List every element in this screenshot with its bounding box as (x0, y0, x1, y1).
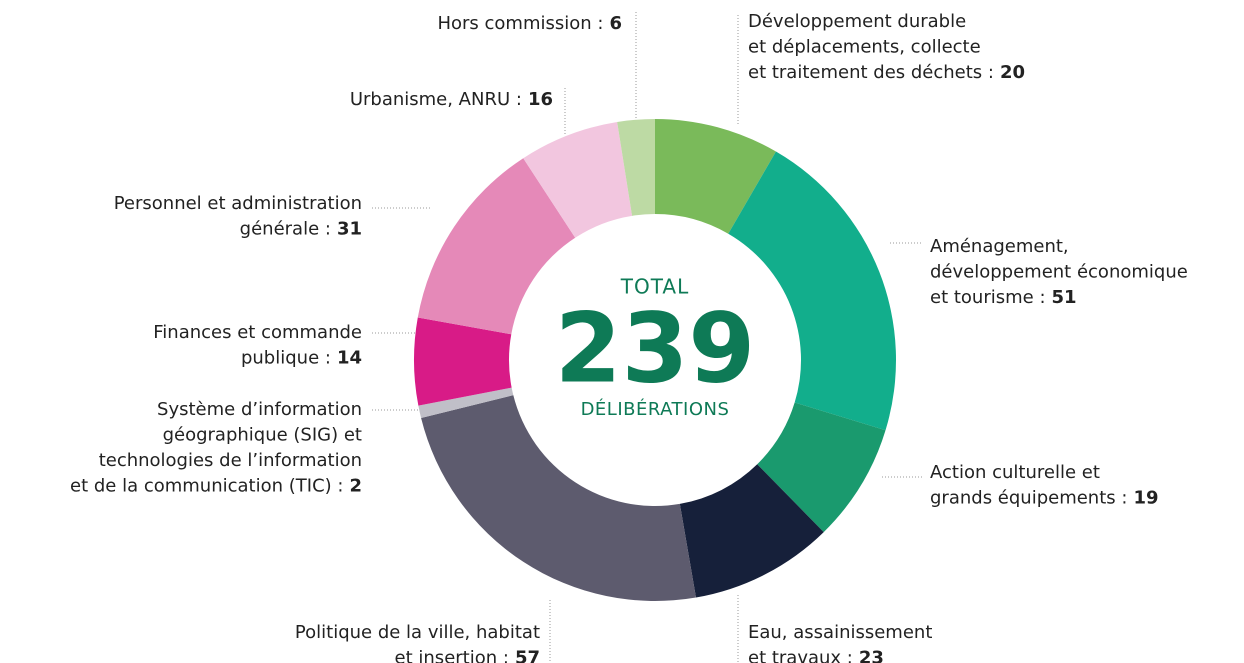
value-label: 20 (1000, 62, 1025, 83)
category-label: Action culturelle et (930, 462, 1100, 483)
category-text: Action culturelle et (930, 462, 1100, 483)
category-label: et déplacements, collecte (748, 37, 981, 58)
category-text: Personnel et administration (114, 193, 362, 214)
category-text: Système d’information (157, 399, 362, 420)
category-label: Système d’information (157, 399, 362, 420)
category-label: Développement durable (748, 11, 966, 32)
wedge (728, 151, 896, 431)
category-label: publique : 14 (241, 348, 362, 369)
category-text: grands équipements : (930, 488, 1127, 509)
value-label: 16 (528, 89, 553, 110)
category-text: Développement durable (748, 11, 966, 32)
value-label: 2 (349, 476, 362, 497)
category-label: générale : 31 (240, 219, 362, 240)
value-label: 57 (515, 648, 540, 663)
category-text: Finances et commande (153, 322, 362, 343)
category-text: publique : (241, 348, 331, 369)
category-text: Eau, assainissement (748, 622, 932, 643)
category-text: et tourisme : (930, 287, 1046, 308)
center-total: 239 (555, 292, 755, 404)
category-label: Eau, assainissement (748, 622, 932, 643)
wedge (757, 402, 886, 533)
category-text: et travaux : (748, 648, 853, 663)
value-label: 23 (859, 648, 884, 663)
category-text: et de la communication (TIC) : (70, 476, 343, 497)
wedge (655, 119, 776, 234)
category-label: développement économique (930, 262, 1188, 283)
wedge (523, 121, 633, 238)
category-text: Aménagement, (930, 236, 1069, 257)
category-text: technologies de l’information (99, 450, 362, 471)
wedge (418, 387, 514, 419)
category-label: grands équipements : 19 (930, 488, 1159, 509)
category-label: et traitement des déchets : 20 (748, 62, 1025, 83)
value-label: 6 (609, 13, 622, 34)
category-label: et tourisme : 51 (930, 287, 1077, 308)
category-label: technologies de l’information (99, 450, 362, 471)
category-label: Politique de la ville, habitat (295, 622, 540, 643)
wedge (679, 464, 824, 598)
center-title: TOTAL (620, 275, 689, 299)
category-text: développement économique (930, 262, 1188, 283)
category-label: et insertion : 57 (395, 648, 540, 663)
category-label: Aménagement, (930, 236, 1069, 257)
center-subtitle: DÉLIBÉRATIONS (581, 398, 730, 420)
category-label: Personnel et administration (114, 193, 362, 214)
category-text: et déplacements, collecte (748, 37, 981, 58)
category-text: Politique de la ville, habitat (295, 622, 540, 643)
value-label: 19 (1133, 488, 1158, 509)
category-text: générale : (240, 219, 331, 240)
category-label: Finances et commande (153, 322, 362, 343)
category-text: et traitement des déchets : (748, 62, 994, 83)
value-label: 31 (337, 219, 362, 240)
wedge (421, 395, 696, 601)
category-label: et travaux : 23 (748, 648, 884, 663)
value-label: 51 (1052, 287, 1077, 308)
value-label: 14 (337, 348, 362, 369)
wedge (617, 119, 655, 216)
category-text: et insertion : (395, 648, 509, 663)
category-label: et de la communication (TIC) : 2 (70, 476, 362, 497)
category-text: Hors commission : (437, 13, 603, 34)
wedge (417, 158, 576, 335)
category-text: géographique (SIG) et (163, 425, 362, 446)
category-text: Urbanisme, ANRU : (350, 89, 522, 110)
wedge (413, 317, 512, 406)
category-label: Hors commission : 6 (437, 13, 622, 34)
category-label: géographique (SIG) et (163, 425, 362, 446)
category-label: Urbanisme, ANRU : 16 (350, 89, 553, 110)
